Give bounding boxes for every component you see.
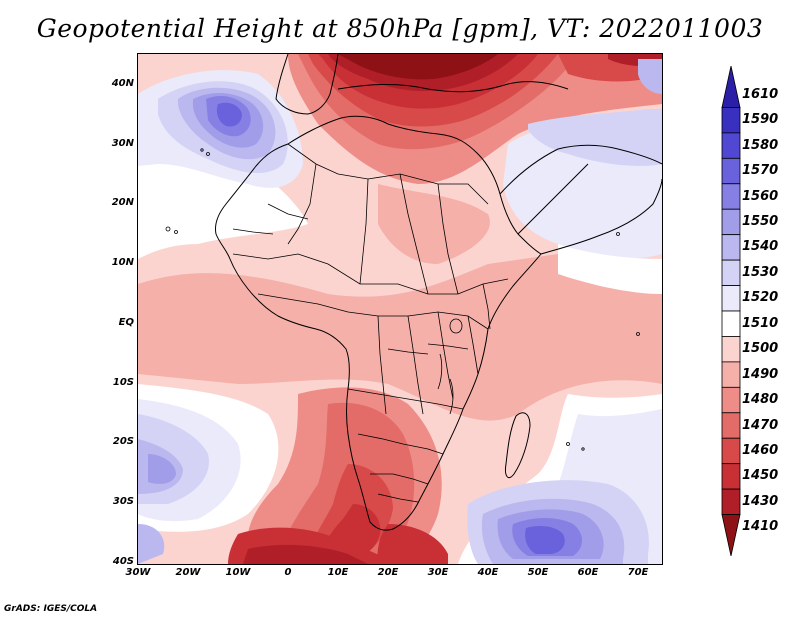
lon-label: 10W <box>225 567 251 578</box>
colorbar-swatch <box>721 208 741 236</box>
lon-label: 30W <box>125 567 151 578</box>
colorbar-level-label: 1470 <box>742 417 779 433</box>
colorbar-swatch <box>721 310 741 337</box>
colorbar-level-label: 1450 <box>742 468 779 484</box>
lon-label: 0 <box>284 567 292 578</box>
lat-label: 10N <box>111 257 134 268</box>
lat-label: 40N <box>111 78 134 89</box>
lat-label: 30N <box>111 138 134 149</box>
footer-credit: GrADS: IGES/COLA <box>4 604 98 614</box>
colorbar-swatch <box>721 463 741 490</box>
lon-label: 10E <box>327 567 349 578</box>
lon-label: 50E <box>527 567 549 578</box>
colorbar-swatch <box>721 386 741 414</box>
lon-label: 40E <box>477 567 499 578</box>
colorbar-swatch <box>721 514 741 556</box>
colorbar-level-label: 1530 <box>742 264 779 280</box>
colorbar-swatch <box>721 183 741 210</box>
colorbar-swatch <box>721 437 741 465</box>
colorbar-swatch <box>721 259 741 286</box>
lat-label: 20N <box>111 197 134 208</box>
geopotential-field <box>138 54 662 564</box>
lat-label: EQ <box>118 317 134 328</box>
colorbar-level-label: 1510 <box>742 315 779 331</box>
colorbar-level-label: 1610 <box>742 86 779 102</box>
colorbar-swatch <box>721 107 741 134</box>
colorbar-level-label: 1410 <box>742 519 779 535</box>
colorbar-level-label: 1540 <box>742 239 779 255</box>
colorbar-level-label: 1560 <box>742 188 779 204</box>
colorbar-swatch <box>721 336 741 363</box>
colorbar-level-label: 1550 <box>742 213 779 229</box>
colorbar-level-label: 1480 <box>742 392 779 408</box>
colorbar-swatch <box>721 157 741 185</box>
colorbar-level-label: 1580 <box>742 137 779 153</box>
colorbar-level-label: 1490 <box>742 366 779 382</box>
colorbar-swatch <box>721 412 741 439</box>
lon-label: 20E <box>377 567 399 578</box>
lon-label: 70E <box>627 567 649 578</box>
africa-coastline <box>215 115 542 531</box>
colorbar-level-label: 1520 <box>742 290 779 306</box>
colorbar <box>721 66 741 556</box>
lat-label: 20S <box>112 436 134 447</box>
colorbar-swatch <box>721 361 741 388</box>
colorbar-level-label: 1460 <box>742 442 779 458</box>
chart-title: Geopotential Height at 850hPa [gpm], VT:… <box>36 14 764 43</box>
lon-label: 60E <box>577 567 599 578</box>
map-panel <box>137 53 663 565</box>
colorbar-swatch <box>721 132 741 159</box>
colorbar-level-label: 1590 <box>742 112 779 128</box>
lat-label: 10S <box>112 377 134 388</box>
madagascar-outline <box>505 412 531 479</box>
colorbar-swatch <box>721 285 741 312</box>
lon-label: 30E <box>427 567 449 578</box>
colorbar-swatch <box>721 66 741 108</box>
colorbar-level-label: 1570 <box>742 163 779 179</box>
colorbar-swatch <box>721 488 741 515</box>
colorbar-level-label: 1430 <box>742 493 779 509</box>
colorbar-swatch <box>721 234 741 261</box>
lat-label: 30S <box>112 496 134 507</box>
lat-label: 40S <box>112 556 134 567</box>
lon-label: 20W <box>175 567 201 578</box>
colorbar-level-label: 1500 <box>742 341 779 357</box>
